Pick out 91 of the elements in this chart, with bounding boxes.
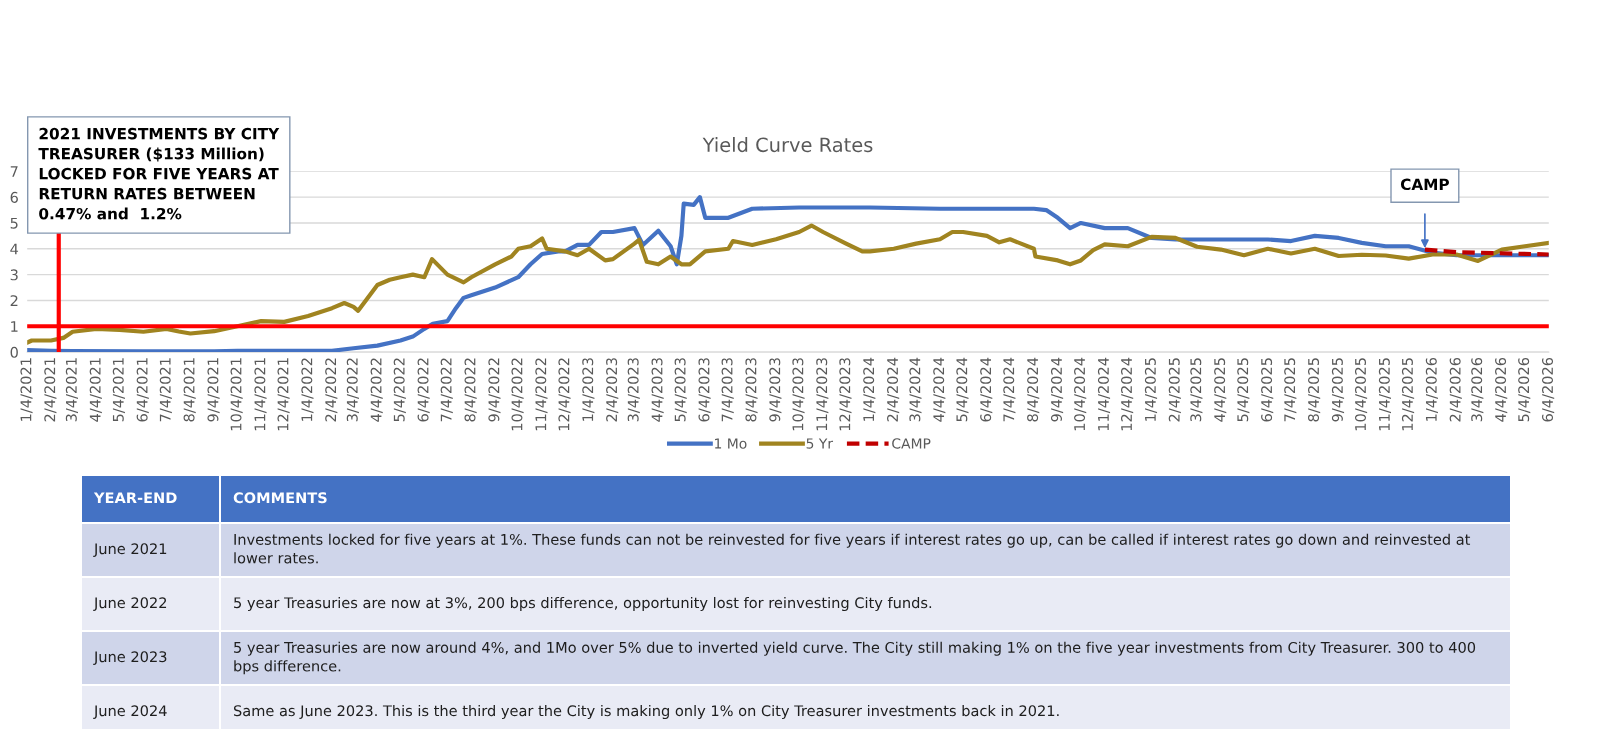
- x-tick-label: 5/4/2021: [112, 358, 125, 422]
- x-tick-label: 1/4/2024: [863, 357, 876, 421]
- y-tick-label: 3: [10, 269, 18, 281]
- legend-label: 1 Mo: [715, 438, 747, 449]
- x-tick-label: 11/4/2022: [535, 358, 548, 431]
- y-tick-label: 7: [10, 166, 18, 177]
- text: YEAR-END: [93, 492, 177, 504]
- x-tick-label: 2/4/2024: [887, 357, 900, 422]
- y-tick-label: 6: [10, 191, 18, 203]
- x-tick-label: 12/4/2022: [558, 358, 571, 431]
- x-tick-label: 8/4/2023: [745, 358, 758, 422]
- x-tick-label: 6/4/2026: [1542, 357, 1555, 422]
- text: June 2022: [93, 597, 167, 611]
- x-tick-label: 7/4/2023: [721, 358, 734, 422]
- x-tick-label: 2/4/2025: [1168, 358, 1181, 422]
- legend-label: 5 Yr: [806, 438, 834, 449]
- x-tick-label: 8/4/2022: [464, 358, 477, 422]
- x-tick-label: 5/4/2023: [674, 358, 687, 422]
- x-tick-label: 1/4/2025: [1144, 358, 1158, 421]
- x-tick-label: 9/4/2023: [769, 358, 782, 422]
- x-tick-label: 11/4/2024: [1097, 357, 1111, 431]
- x-tick-label: 1/4/2026: [1425, 357, 1438, 421]
- legend-label: CAMP: [892, 438, 931, 449]
- line-series: [27, 223, 1549, 345]
- x-tick-label: 4/4/2022: [370, 358, 383, 422]
- x-tick-label: 3/4/2025: [1190, 358, 1203, 422]
- y-tick-label: 4: [10, 243, 19, 255]
- x-tick-label: 3/4/2023: [627, 358, 640, 422]
- x-tick-label: 10/4/2024: [1074, 357, 1087, 431]
- x-tick-label: 7/4/2021: [159, 358, 172, 422]
- x-tick-label: 9/4/2024: [1050, 357, 1064, 422]
- x-tick-label: 1/4/2021: [20, 358, 33, 421]
- x-tick-label: 2/4/2022: [325, 358, 338, 422]
- x-tick-label: 3/4/2024: [909, 357, 922, 422]
- x-tick-label: 3/4/2026: [1471, 357, 1484, 422]
- x-tick-label: 5/4/2024: [956, 357, 969, 422]
- x-tick-label: 9/4/2021: [207, 358, 220, 422]
- x-tick-label: 12/4/2021: [277, 358, 290, 431]
- x-tick-label: 7/4/2022: [440, 358, 453, 422]
- x-tick-label: 12/4/2023: [839, 358, 852, 431]
- x-tick-label: 6/4/2024: [980, 357, 993, 422]
- x-tick-label: 11/4/2023: [816, 358, 829, 431]
- text: June 2023: [93, 651, 167, 665]
- x-tick-label: 6/4/2022: [417, 358, 430, 422]
- x-tick-label: 7/4/2024: [1003, 357, 1016, 422]
- text: June 2021: [93, 543, 167, 557]
- x-tick-label: 8/4/2025: [1308, 358, 1321, 422]
- x-tick-label: 5/4/2026: [1518, 357, 1531, 422]
- x-tick-label: 4/4/2021: [89, 358, 102, 422]
- annotation: CAMP: [1400, 178, 1449, 191]
- x-tick-label: 10/4/2022: [511, 358, 524, 431]
- x-tick-label: 3/4/2021: [65, 358, 78, 422]
- x-tick-label: 1/4/2023: [582, 358, 595, 421]
- x-tick-label: 4/4/2024: [933, 357, 946, 422]
- x-tick-label: 7/4/2025: [1284, 358, 1297, 422]
- x-tick-label: 12/4/2024: [1121, 357, 1134, 431]
- text: June 2024: [93, 705, 167, 719]
- text: 5 year Treasuries are now around 4%, and 1Mo over 5% due to inverted yield curve. The City still making 1% on the five year investments from City Treasurer. 300 to 400 bps difference.: [234, 641, 1476, 675]
- x-tick-label: 6/4/2023: [698, 358, 711, 422]
- x-tick-label: 12/4/2025: [1401, 358, 1415, 431]
- x-tick-label: 5/4/2025: [1237, 358, 1250, 422]
- x-tick-label: 8/4/2024: [1027, 357, 1040, 422]
- x-tick-label: 10/4/2025: [1354, 358, 1368, 431]
- x-tick-label: 2/4/2026: [1449, 357, 1462, 422]
- x-tick-label: 2/4/2023: [606, 358, 619, 422]
- x-tick-label: 10/4/2023: [792, 358, 805, 431]
- x-tick-label: 4/4/2023: [651, 358, 664, 422]
- y-tick-label: 0: [10, 346, 18, 358]
- x-tick-label: 6/4/2021: [136, 358, 149, 422]
- x-tick-label: 3/4/2022: [346, 358, 359, 422]
- x-tick-label: 9/4/2025: [1331, 358, 1345, 422]
- x-tick-label: 6/4/2025: [1261, 358, 1274, 422]
- x-tick-label: 8/4/2021: [183, 358, 196, 422]
- text: COMMENTS: [233, 492, 327, 504]
- x-tick-label: 9/4/2022: [488, 358, 501, 422]
- chart-title: Yield Curve Rates: [702, 137, 873, 153]
- y-tick-label: 2: [10, 295, 18, 306]
- x-tick-label: 1/4/2022: [301, 358, 314, 421]
- x-tick-label: 11/4/2025: [1378, 358, 1392, 431]
- text: 5 year Treasuries are now at 3%, 200 bps difference, opportunity lost for reinvesting City funds.: [234, 596, 932, 612]
- y-tick-label: 5: [10, 217, 18, 229]
- text: Same as June 2023. This is the third year the City is making only 1% on City Treasurer investments back in 2021.: [233, 704, 1059, 720]
- x-tick-label: 5/4/2022: [393, 358, 406, 422]
- x-tick-label: 4/4/2025: [1214, 358, 1227, 422]
- y-tick-label: 1: [11, 321, 18, 332]
- annotation: 2021 INVESTMENTS BY CITY TREASURER ($133 Million) LOCKED FOR FIVE YEARS AT RETURN RATES BETWEEN 0.47% and 1.2%: [38, 127, 280, 220]
- x-tick-label: 10/4/2021: [230, 358, 243, 431]
- x-tick-label: 4/4/2026: [1495, 357, 1508, 422]
- x-tick-label: 2/4/2021: [44, 358, 57, 422]
- text: Investments locked for five years at 1%. These funds can not be reinvested for five years if interest rates go up, can be called if interest rates go down and reinvested at lower rates.: [234, 533, 1471, 564]
- x-tick-label: 11/4/2021: [254, 358, 267, 431]
